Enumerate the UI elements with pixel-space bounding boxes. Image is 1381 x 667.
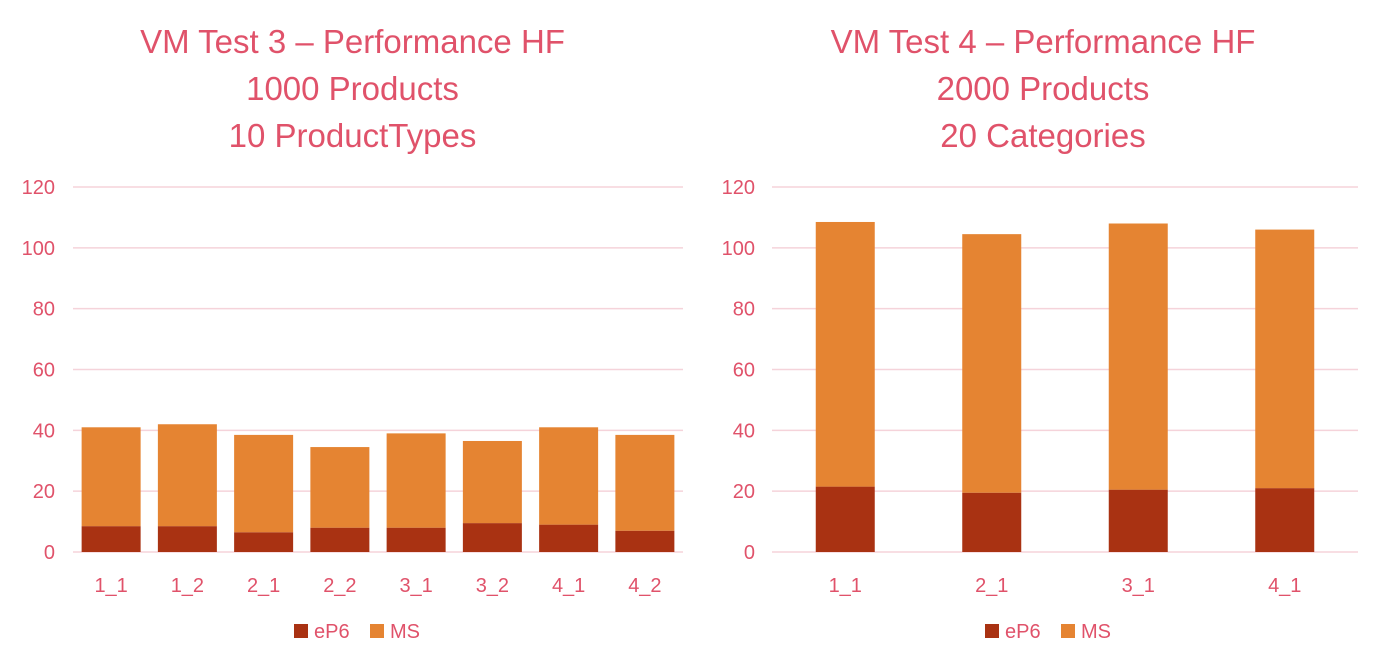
chart-title-right: VM Test 4 – Performance HF 2000 Products… xyxy=(705,18,1381,159)
bar-ms-3_2 xyxy=(462,440,522,524)
chart-title-line-1: VM Test 3 – Performance HF xyxy=(140,23,565,60)
bar-ep6-4_1 xyxy=(1255,488,1315,552)
bar-ms-3_1 xyxy=(386,433,446,528)
legend-label-ep6: eP6 xyxy=(1005,621,1041,643)
chart-title-line-3: 10 ProductTypes xyxy=(228,117,477,154)
chart-panel-left: VM Test 3 – Performance HF 1000 Products… xyxy=(0,18,705,643)
y-tick-label: 40 xyxy=(733,420,755,442)
bar-ep6-1_1 xyxy=(81,526,141,552)
y-tick-label: 0 xyxy=(44,542,55,564)
y-tick-label: 120 xyxy=(22,177,55,199)
y-tick-label: 20 xyxy=(733,481,755,503)
bar-ms-4_1 xyxy=(539,427,599,525)
bar-ep6-4_1 xyxy=(539,524,599,552)
bar-ms-1_2 xyxy=(157,424,217,527)
y-tick-label: 80 xyxy=(733,299,755,321)
x-tick-label: 2_1 xyxy=(975,575,1008,597)
bar-ep6-3_1 xyxy=(1108,489,1168,552)
legend-label-ms: MS xyxy=(390,621,420,643)
x-tick-label: 3_1 xyxy=(399,575,432,597)
bar-ep6-2_1 xyxy=(234,532,294,552)
y-tick-label: 120 xyxy=(722,177,755,199)
chart-title-line-2: 2000 Products xyxy=(936,70,1150,107)
y-tick-label: 100 xyxy=(722,238,755,260)
y-tick-label: 0 xyxy=(744,542,755,564)
bar-ep6-3_1 xyxy=(386,527,446,552)
bar-ms-2_1 xyxy=(234,434,294,533)
y-tick-label: 100 xyxy=(22,238,55,260)
chart-svg-left: 0 20 40 60 80 100 120 1_1 1_2 2_1 2_2 3_1 3_2 4_1 4_2e… xyxy=(22,177,683,643)
bar-ms-1_1 xyxy=(815,221,875,487)
x-tick-label: 4_1 xyxy=(1268,575,1301,597)
x-tick-label: 3_2 xyxy=(476,575,509,597)
x-tick-label: 2_2 xyxy=(323,575,356,597)
bar-ep6-3_2 xyxy=(462,523,522,552)
y-tick-label: 60 xyxy=(33,360,55,382)
x-tick-label: 3_1 xyxy=(1122,575,1155,597)
bar-ep6-4_2 xyxy=(615,530,675,552)
legend-swatch-ms xyxy=(1061,624,1075,638)
bar-ep6-2_1 xyxy=(962,492,1022,552)
bar-ms-2_1 xyxy=(962,234,1022,493)
legend-swatch-ms xyxy=(370,624,384,638)
y-tick-label: 40 xyxy=(33,420,55,442)
chart-title-line-1: VM Test 4 – Performance HF xyxy=(830,23,1256,60)
legend-label-ms: MS xyxy=(1081,621,1111,643)
legend-label-ep6: eP6 xyxy=(314,621,350,643)
bar-ep6-2_2 xyxy=(310,527,370,552)
bar-ep6-1_1 xyxy=(815,486,875,552)
y-tick-label: 80 xyxy=(33,299,55,321)
bar-ms-1_1 xyxy=(81,427,141,527)
legend-swatch-ep6 xyxy=(985,624,999,638)
x-tick-label: 1_1 xyxy=(94,575,127,597)
bar-ms-3_1 xyxy=(1108,223,1168,490)
chart-title-line-3: 20 Categories xyxy=(940,117,1146,154)
chart-svg-right: 0 20 40 60 80 100 120 1_1 2_1 3_1 4_1 eP6 MS xyxy=(722,177,1358,643)
bar-ms-4_2 xyxy=(615,434,675,531)
bar-ms-4_1 xyxy=(1255,229,1315,489)
chart-title-line-2: 1000 Products xyxy=(246,70,459,107)
chart-panel-right: VM Test 4 – Performance HF 2000 Products… xyxy=(705,0,1381,667)
y-tick-label: 60 xyxy=(733,360,755,382)
x-tick-label: 1_2 xyxy=(171,575,204,597)
x-tick-label: 1_1 xyxy=(829,575,862,597)
x-tick-label: 4_2 xyxy=(628,575,661,597)
x-tick-label: 4_1 xyxy=(552,575,585,597)
bar-ms-2_2 xyxy=(310,447,370,528)
legend-swatch-ep6 xyxy=(294,624,308,638)
bar-ep6-1_2 xyxy=(157,526,217,552)
y-tick-label: 20 xyxy=(33,481,55,503)
x-tick-label: 2_1 xyxy=(247,575,280,597)
chart-title-left: VM Test 3 – Performance HF 1000 Products… xyxy=(0,18,705,159)
